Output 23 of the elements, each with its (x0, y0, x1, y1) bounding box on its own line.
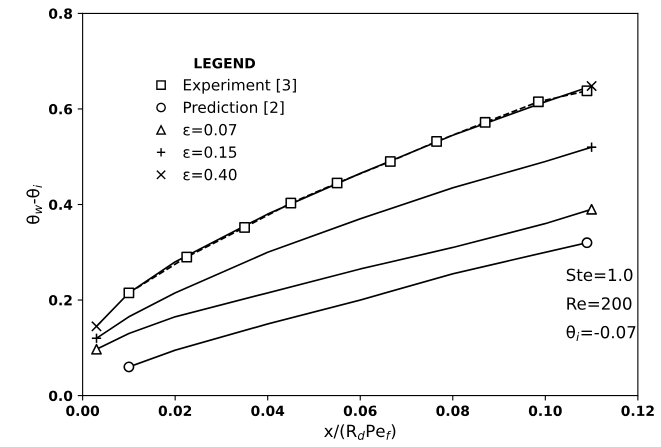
x-tick-label: 0.00 (66, 406, 100, 416)
x-tick-label: 0.12 (621, 406, 654, 416)
legend-label: Experiment [3] (184, 78, 296, 94)
legend-label: ε=0.40 (183, 168, 237, 180)
legend-label: ε=0.15 (183, 146, 236, 158)
annotation: Re=200 (567, 297, 632, 310)
y-tick-label: 0.2 (48, 295, 72, 306)
x-tick-label: 0.04 (251, 406, 284, 416)
legend-title: LEGEND (194, 58, 256, 68)
annotation: Ste=1.0 (566, 268, 632, 282)
x-tick-label: 0.06 (344, 406, 377, 416)
y-axis-title: θ$_{w}$-θ$_{i}$ (26, 184, 42, 224)
y-tick-label: 0.8 (48, 8, 72, 19)
x-axis-title: x/(R$_{d}$Pe$_{f}$) (324, 424, 396, 440)
x-tick-label: 0.10 (528, 406, 562, 416)
y-tick-label: 0.0 (48, 390, 72, 402)
legend-label: ε=0.07 (183, 124, 236, 136)
x-tick-label: 0.08 (436, 406, 470, 416)
y-tick-label: 0.4 (48, 199, 72, 210)
annotation: θ$_{i}$=-0.07 (566, 325, 636, 341)
x-tick-label: 0.02 (158, 406, 192, 416)
legend-label: Prediction [2] (184, 101, 284, 115)
y-tick-label: 0.6 (48, 104, 72, 114)
